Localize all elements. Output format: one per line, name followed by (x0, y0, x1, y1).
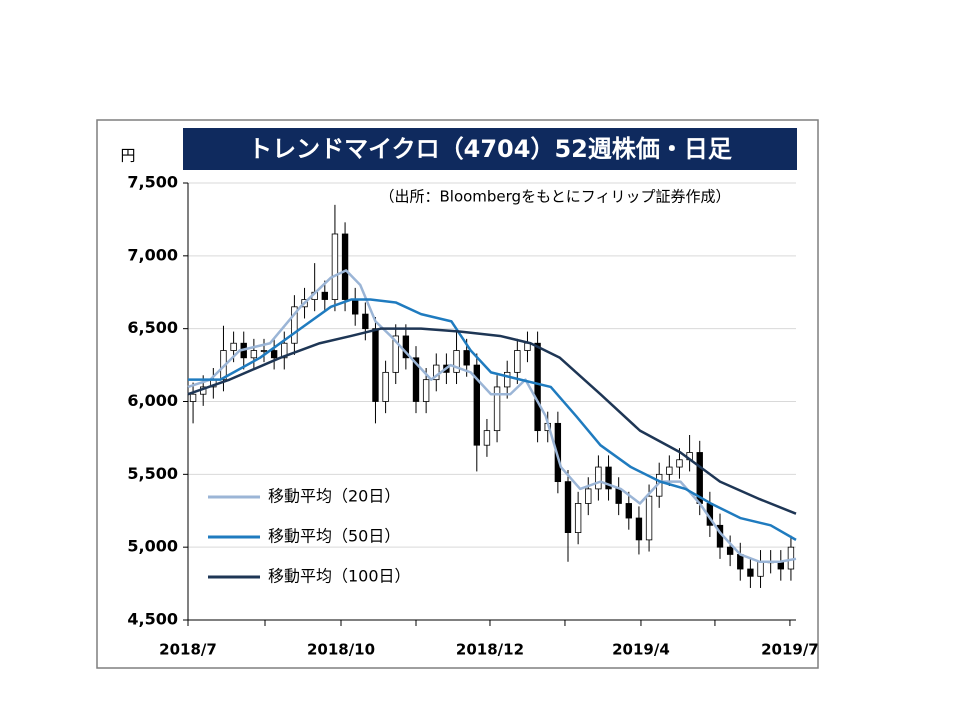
candle-body (585, 488, 592, 504)
moving-average-line (187, 269, 797, 563)
y-tick-label: 6,000 (127, 391, 178, 410)
candle-body (504, 371, 511, 388)
candle-body (747, 568, 754, 577)
candle-body (189, 393, 197, 402)
candle-body (493, 386, 501, 432)
y-tick-label: 7,500 (127, 173, 178, 192)
candle-body (574, 503, 582, 534)
legend-label: 移動平均（20日） (268, 487, 400, 506)
y-axis-unit: 円 (120, 147, 135, 165)
candle-body (352, 299, 359, 315)
y-tick-label: 5,500 (127, 464, 178, 483)
y-tick-label: 5,000 (127, 537, 178, 556)
candle-body (291, 306, 298, 344)
x-tick-label: 2019/4 (612, 641, 670, 659)
candle-body (362, 313, 369, 330)
candle-body (514, 350, 521, 373)
y-tick-label: 4,500 (127, 610, 178, 629)
candle-body (392, 335, 399, 373)
candle-body (331, 233, 339, 300)
title-band (183, 128, 797, 170)
candle-body (453, 350, 460, 373)
candle-body (382, 371, 389, 402)
y-tick-label: 6,500 (127, 318, 178, 337)
candle-body (635, 517, 643, 541)
legend-label: 移動平均（100日） (268, 567, 411, 586)
moving-average-line (187, 327, 797, 515)
y-tick-label: 7,000 (127, 245, 178, 264)
candle-body (625, 503, 632, 519)
candle-body (402, 335, 410, 359)
candle-body (787, 546, 795, 570)
candle-body (341, 233, 349, 300)
candle-body (281, 342, 288, 359)
candle-body (676, 459, 683, 468)
candle-body (595, 466, 602, 490)
candle-body (372, 328, 379, 402)
x-tick-label: 2018/12 (456, 641, 524, 659)
candle-body (260, 350, 268, 352)
moving-average-line (188, 298, 797, 541)
candle-body (524, 342, 531, 351)
legend-label: 移動平均（50日） (268, 527, 400, 546)
candle-body (615, 488, 622, 504)
candle-body (645, 495, 653, 541)
candle-body (726, 546, 734, 555)
candle-body (473, 364, 480, 446)
candle-body (757, 561, 764, 577)
candle-body (737, 554, 744, 570)
candle-body (564, 481, 572, 534)
x-tick-label: 2018/7 (159, 641, 217, 659)
candle-body (534, 342, 541, 432)
source-note: （出所：Bloombergをもとにフィリップ証券作成） (379, 188, 730, 206)
candle-body (230, 342, 237, 351)
candle-body (483, 430, 491, 446)
chart-title: トレンドマイクロ（4704）52週株価・日足 (248, 135, 732, 163)
candle-body (270, 350, 278, 359)
candle-body (422, 379, 430, 402)
candle-body (605, 466, 612, 490)
x-tick-label: 2019/7 (761, 641, 819, 659)
candle-body (666, 466, 673, 475)
x-tick-label: 2018/10 (307, 641, 375, 659)
candle-body (321, 291, 328, 300)
candle-body (250, 350, 258, 359)
candle-body (412, 357, 420, 402)
candle-body (463, 350, 470, 366)
